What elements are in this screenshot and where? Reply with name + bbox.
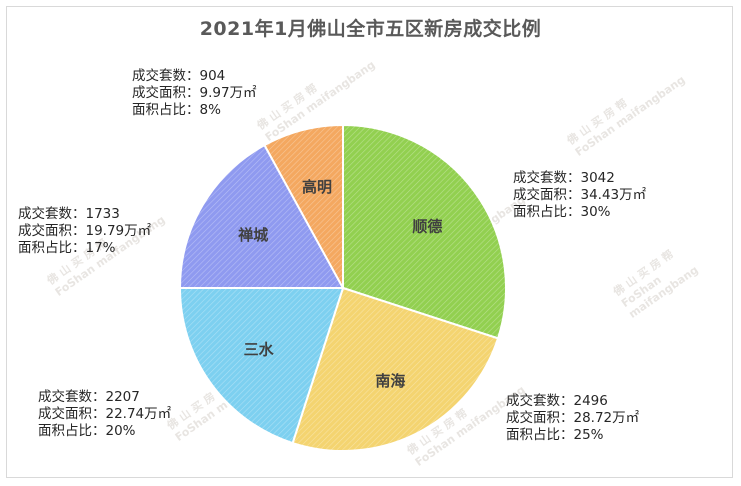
slice-label: 禅城 (237, 226, 268, 244)
info-block-gaoming: 成交套数：904 成交面积：9.97万㎡ 面积占比：8% (132, 68, 257, 119)
info-block-nanhai: 成交套数：2496 成交面积：28.72万㎡ 面积占比：25% (506, 393, 639, 444)
info-area: 成交面积：19.79万㎡ (18, 223, 152, 239)
pie-slice-texture (292, 288, 499, 452)
slice-label: 南海 (375, 372, 405, 390)
info-sets: 成交套数：3042 (513, 170, 615, 186)
slice-label: 高明 (302, 178, 332, 196)
info-share: 面积占比：8% (132, 102, 221, 118)
pie-slice-texture (180, 288, 343, 444)
slice-label: 顺德 (412, 218, 442, 236)
info-share: 面积占比：30% (513, 204, 611, 220)
slice-label: 三水 (244, 340, 275, 358)
pie-slice-texture (343, 125, 506, 339)
info-sets: 成交套数：1733 (18, 206, 120, 222)
pie-slice-texture (180, 145, 343, 288)
info-area: 成交面积：34.43万㎡ (513, 187, 647, 203)
info-area: 成交面积：28.72万㎡ (506, 410, 640, 426)
chart-title: 2021年1月佛山全市五区新房成交比例 (199, 18, 542, 40)
info-sets: 成交套数：904 (132, 68, 226, 84)
pie-slice-texture (264, 125, 343, 288)
info-block-sanshui: 成交套数：2207 成交面积：22.74万㎡ 面积占比：20% (38, 389, 171, 440)
info-sets: 成交套数：2496 (506, 393, 608, 409)
info-area: 成交面积：9.97万㎡ (132, 85, 257, 101)
info-share: 面积占比：25% (506, 427, 604, 443)
info-block-chancheng: 成交套数：1733 成交面积：19.79万㎡ 面积占比：17% (18, 206, 151, 257)
info-block-shunde: 成交套数：3042 成交面积：34.43万㎡ 面积占比：30% (513, 170, 646, 221)
info-share: 面积占比：20% (38, 423, 136, 439)
info-sets: 成交套数：2207 (38, 389, 140, 405)
info-area: 成交面积：22.74万㎡ (38, 406, 172, 422)
info-share: 面积占比：17% (18, 240, 116, 256)
